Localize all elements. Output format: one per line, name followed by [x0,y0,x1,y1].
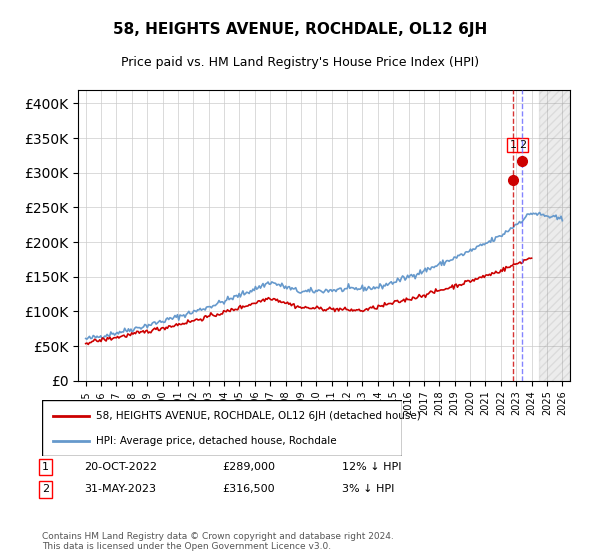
Text: 2: 2 [519,140,526,150]
Text: 1: 1 [509,140,517,150]
Text: 12% ↓ HPI: 12% ↓ HPI [342,462,401,472]
Text: 20-OCT-2022: 20-OCT-2022 [84,462,157,472]
Text: £316,500: £316,500 [222,484,275,494]
Text: 58, HEIGHTS AVENUE, ROCHDALE, OL12 6JH (detached house): 58, HEIGHTS AVENUE, ROCHDALE, OL12 6JH (… [96,411,421,421]
Text: 1: 1 [42,462,49,472]
Text: Price paid vs. HM Land Registry's House Price Index (HPI): Price paid vs. HM Land Registry's House … [121,56,479,69]
Text: 2: 2 [42,484,49,494]
FancyBboxPatch shape [42,400,402,456]
Text: Contains HM Land Registry data © Crown copyright and database right 2024.
This d: Contains HM Land Registry data © Crown c… [42,532,394,552]
Text: HPI: Average price, detached house, Rochdale: HPI: Average price, detached house, Roch… [96,436,337,446]
Text: £289,000: £289,000 [222,462,275,472]
Text: 3% ↓ HPI: 3% ↓ HPI [342,484,394,494]
Text: 31-MAY-2023: 31-MAY-2023 [84,484,156,494]
Text: 58, HEIGHTS AVENUE, ROCHDALE, OL12 6JH: 58, HEIGHTS AVENUE, ROCHDALE, OL12 6JH [113,22,487,38]
